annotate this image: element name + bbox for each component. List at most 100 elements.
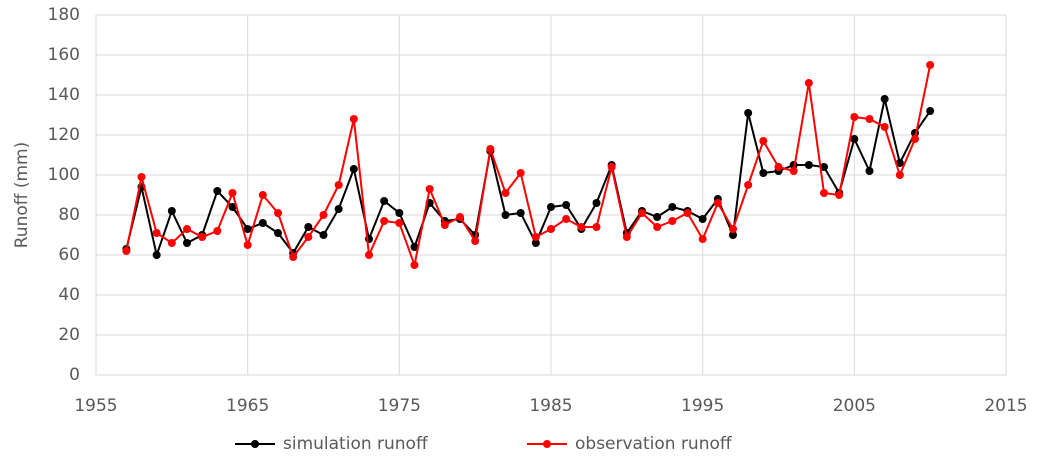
y-tick-label: 100 <box>48 165 80 185</box>
y-tick-label: 0 <box>69 365 80 385</box>
y-tick-label: 160 <box>48 45 80 65</box>
data-point <box>562 201 571 209</box>
data-point <box>683 209 692 217</box>
x-tick-label: 1965 <box>226 396 269 416</box>
data-point <box>744 109 753 117</box>
y-tick-label: 80 <box>58 205 80 225</box>
data-point <box>729 225 737 233</box>
y-tick-label: 120 <box>48 125 80 145</box>
data-point <box>622 233 631 241</box>
data-point <box>334 205 343 213</box>
data-point <box>668 217 677 225</box>
data-point <box>926 61 935 69</box>
data-point <box>456 213 464 221</box>
data-point <box>365 251 373 259</box>
data-point <box>243 225 252 233</box>
data-point <box>547 225 555 233</box>
legend-marker <box>543 440 551 448</box>
data-point <box>440 221 449 229</box>
data-point <box>911 135 919 143</box>
data-point <box>850 113 859 121</box>
data-point <box>304 223 313 231</box>
data-point <box>152 229 161 237</box>
data-point <box>274 229 282 237</box>
data-point <box>926 107 935 115</box>
data-point <box>349 165 358 173</box>
data-point <box>759 137 768 145</box>
legend-label: simulation runoff <box>283 434 429 454</box>
y-tick-label: 40 <box>58 285 80 305</box>
data-point <box>577 223 586 231</box>
y-tick-label: 140 <box>48 85 80 105</box>
x-tick-label: 1955 <box>74 396 117 416</box>
data-point <box>531 239 540 247</box>
data-point <box>531 233 540 241</box>
data-point <box>425 185 434 193</box>
data-point <box>820 163 828 171</box>
data-point <box>865 167 874 175</box>
data-point <box>228 189 237 197</box>
x-tick-label: 2005 <box>833 396 876 416</box>
data-point <box>804 79 813 87</box>
legend-label: observation runoff <box>575 434 733 454</box>
data-point <box>789 167 798 175</box>
data-point <box>668 203 677 211</box>
data-point <box>395 219 404 227</box>
data-point <box>607 163 616 171</box>
data-point <box>698 215 707 223</box>
data-point <box>698 235 707 243</box>
data-point <box>820 189 828 197</box>
data-point <box>850 135 859 143</box>
series-line <box>125 64 932 269</box>
data-point <box>243 241 252 249</box>
x-tick-label: 1995 <box>681 396 724 416</box>
data-point <box>547 203 555 211</box>
data-point <box>592 199 601 207</box>
data-point <box>183 225 191 233</box>
data-point <box>895 159 904 167</box>
data-point <box>258 191 267 199</box>
data-point <box>395 209 404 217</box>
data-point <box>137 173 146 181</box>
data-point <box>880 95 889 103</box>
data-point <box>471 237 480 245</box>
legend-marker <box>251 440 259 448</box>
data-point <box>865 115 874 123</box>
x-tick-label: 1975 <box>378 396 421 416</box>
data-point <box>410 261 419 269</box>
data-point <box>213 187 222 195</box>
data-point <box>562 215 571 223</box>
data-point <box>501 189 510 197</box>
data-point <box>319 211 328 219</box>
data-point <box>289 253 298 261</box>
data-point <box>319 231 328 239</box>
data-point <box>486 145 495 153</box>
y-tick-label: 20 <box>58 325 80 345</box>
y-tick-label: 180 <box>48 5 80 25</box>
data-point <box>501 211 510 219</box>
data-point <box>774 163 783 171</box>
data-point <box>380 217 389 225</box>
y-axis-label: Runoff (mm) <box>12 142 32 249</box>
data-point <box>804 161 813 169</box>
data-point <box>258 219 267 227</box>
data-point <box>213 227 222 235</box>
data-point <box>880 123 889 131</box>
data-point <box>653 213 662 221</box>
data-point <box>183 239 191 247</box>
data-point <box>729 231 737 239</box>
x-tick-label: 1985 <box>529 396 572 416</box>
data-point <box>744 181 753 189</box>
data-point <box>592 223 601 231</box>
data-point <box>304 233 313 241</box>
data-point <box>167 207 176 215</box>
data-point <box>653 223 662 231</box>
data-point <box>152 251 161 259</box>
plot-border <box>95 14 1007 376</box>
data-point <box>228 203 237 211</box>
y-tick-label: 60 <box>58 245 80 265</box>
data-point <box>334 181 343 189</box>
x-tick-label: 2015 <box>984 396 1027 416</box>
data-point <box>410 243 419 251</box>
